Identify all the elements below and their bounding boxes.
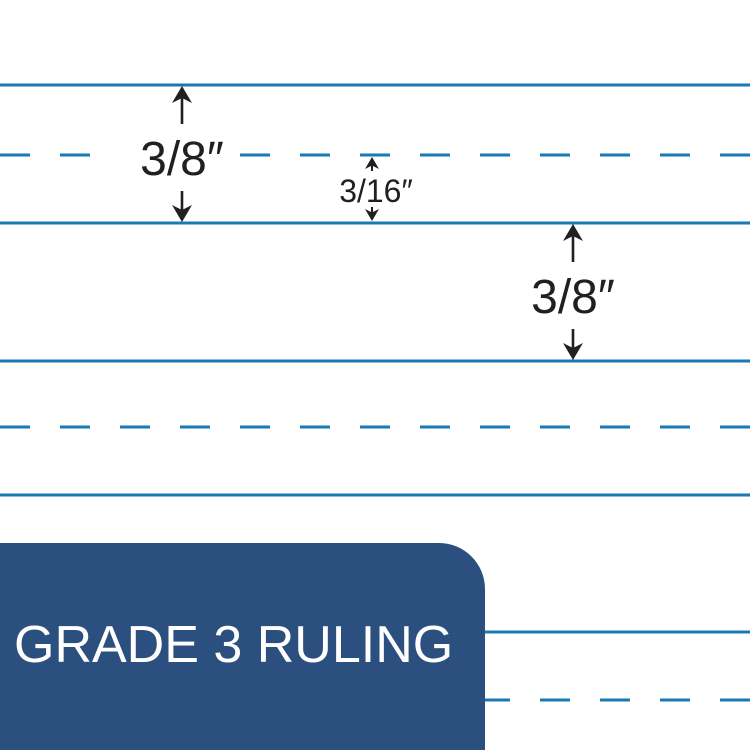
svg-text:3/8″: 3/8″ [531, 271, 615, 324]
svg-text:3/16″: 3/16″ [339, 173, 413, 209]
svg-text:3/8″: 3/8″ [140, 133, 224, 186]
